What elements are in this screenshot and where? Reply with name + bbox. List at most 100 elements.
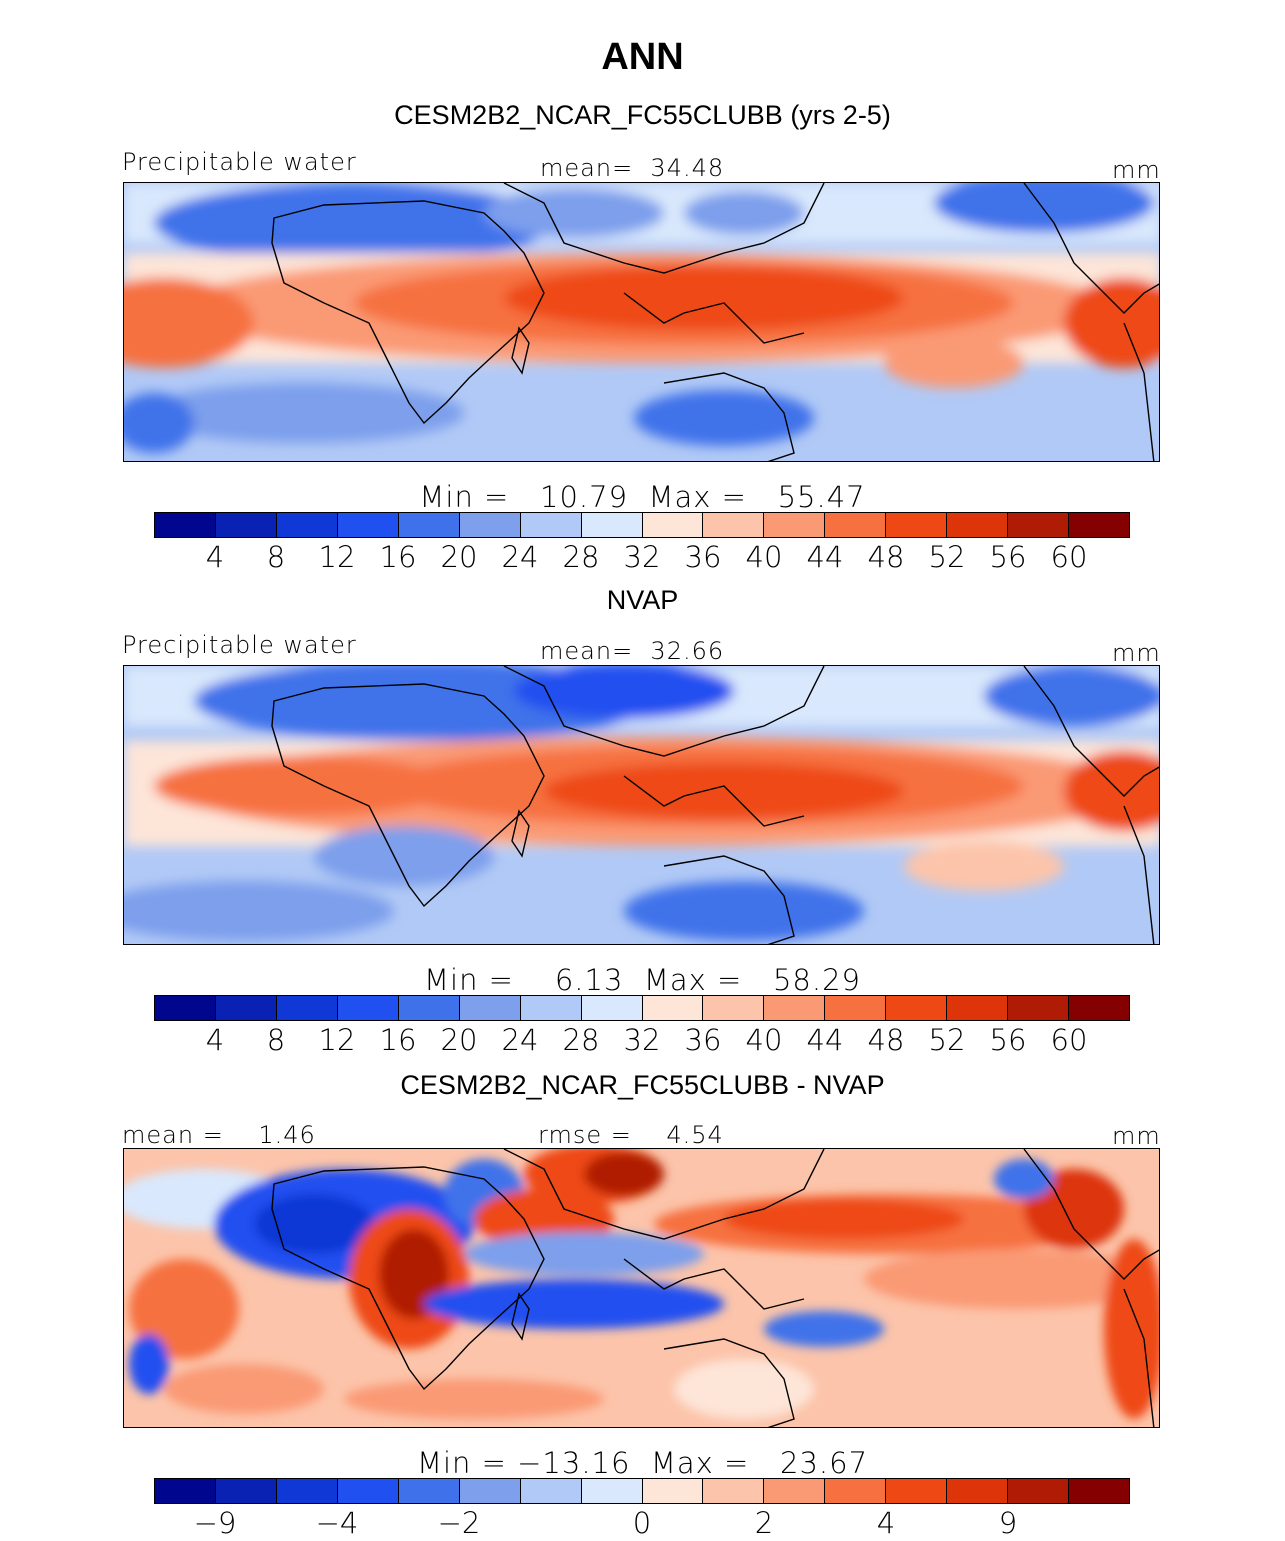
colorbar-cell bbox=[642, 996, 704, 1020]
colorbar-tick-label: 16 bbox=[379, 1023, 417, 1057]
colorbar-tick-label: 32 bbox=[623, 1023, 661, 1057]
colorbar-cell bbox=[825, 513, 887, 537]
colorbar-tick-label: 24 bbox=[501, 1023, 539, 1057]
colorbar-tick-label: 32 bbox=[623, 540, 661, 574]
colorbar-cell bbox=[703, 1479, 765, 1503]
colorbar-cell bbox=[703, 996, 765, 1020]
colorbar-cell bbox=[1008, 1479, 1070, 1503]
panel-2-colorbar bbox=[154, 995, 1130, 1021]
panel-1-colorbar-ticks: 4 8 12 16 20 24 28 32 36 40 44 48 52 56 … bbox=[154, 540, 1130, 574]
colorbar-tick-label: 52 bbox=[928, 540, 966, 574]
panel-1-min-max: Min = 10.79 Max = 55.47 bbox=[419, 480, 866, 514]
colorbar-tick-label: 56 bbox=[989, 540, 1027, 574]
colorbar-cell bbox=[398, 1479, 460, 1503]
colorbar-tick-label: 60 bbox=[1050, 540, 1088, 574]
colorbar-tick-label: 48 bbox=[867, 540, 905, 574]
panel-2-mean-label: mean= 32.66 bbox=[540, 637, 725, 665]
colorbar-cell bbox=[886, 513, 948, 537]
colorbar-cell bbox=[581, 996, 643, 1020]
panel-2-map bbox=[123, 665, 1160, 945]
colorbar-tick-label: 4 bbox=[205, 540, 225, 574]
colorbar-cell bbox=[886, 996, 948, 1020]
colorbar-tick-label: −4 bbox=[315, 1506, 359, 1540]
colorbar-cell bbox=[1069, 996, 1129, 1020]
colorbar-tick-label: 36 bbox=[684, 1023, 722, 1057]
colorbar-cell bbox=[398, 996, 460, 1020]
colorbar-tick-label: 56 bbox=[989, 1023, 1027, 1057]
colorbar-tick-label: 48 bbox=[867, 1023, 905, 1057]
colorbar-cell bbox=[947, 1479, 1009, 1503]
colorbar-cell bbox=[764, 1479, 826, 1503]
colorbar-cell bbox=[155, 513, 216, 537]
panel-3-min-max: Min = −13.16 Max = 23.67 bbox=[416, 1446, 869, 1480]
colorbar-tick-label: 12 bbox=[318, 1023, 356, 1057]
panel-2-min-max: Min = 6.13 Max = 58.29 bbox=[423, 963, 861, 997]
colorbar-cell bbox=[1069, 1479, 1129, 1503]
colorbar-cell bbox=[215, 996, 277, 1020]
colorbar-cell bbox=[886, 1479, 948, 1503]
colorbar-cell bbox=[947, 513, 1009, 537]
colorbar-tick-label: 0 bbox=[632, 1506, 652, 1540]
colorbar-tick-label: 44 bbox=[806, 1023, 844, 1057]
colorbar-cell bbox=[459, 1479, 521, 1503]
panel-3-colorbar bbox=[154, 1478, 1130, 1504]
colorbar-tick-label: 8 bbox=[266, 1023, 286, 1057]
colorbar-cell bbox=[337, 996, 399, 1020]
colorbar-cell bbox=[520, 1479, 582, 1503]
colorbar-cell bbox=[642, 1479, 704, 1503]
colorbar-cell bbox=[398, 513, 460, 537]
colorbar-cell bbox=[155, 1479, 216, 1503]
colorbar-cell bbox=[276, 513, 338, 537]
colorbar-tick-label: 4 bbox=[876, 1506, 896, 1540]
colorbar-tick-label: 28 bbox=[562, 1023, 600, 1057]
colorbar-tick-label: −2 bbox=[437, 1506, 481, 1540]
colorbar-cell bbox=[703, 513, 765, 537]
colorbar-tick-label: 8 bbox=[266, 540, 286, 574]
colorbar-cell bbox=[764, 996, 826, 1020]
colorbar-tick-label: 28 bbox=[562, 540, 600, 574]
colorbar-cell bbox=[215, 1479, 277, 1503]
colorbar-tick-label: 44 bbox=[806, 540, 844, 574]
panel-1-units-label: mm bbox=[1112, 156, 1161, 184]
colorbar-cell bbox=[520, 996, 582, 1020]
colorbar-cell bbox=[581, 1479, 643, 1503]
colorbar-tick-label: 60 bbox=[1050, 1023, 1088, 1057]
colorbar-cell bbox=[1008, 513, 1070, 537]
colorbar-cell bbox=[337, 1479, 399, 1503]
panel-3-units-label: mm bbox=[1112, 1122, 1161, 1150]
panel-3-map bbox=[123, 1148, 1160, 1428]
colorbar-tick-label: 20 bbox=[440, 1023, 478, 1057]
colorbar-cell bbox=[642, 513, 704, 537]
colorbar-cell bbox=[215, 513, 277, 537]
colorbar-tick-label: 36 bbox=[684, 540, 722, 574]
colorbar-cell bbox=[459, 513, 521, 537]
panel-1-title: CESM2B2_NCAR_FC55CLUBB (yrs 2-5) bbox=[394, 100, 891, 130]
colorbar-tick-label: 12 bbox=[318, 540, 356, 574]
colorbar-tick-label: 40 bbox=[745, 540, 783, 574]
panel-1-variable-label: Precipitable water bbox=[122, 148, 357, 176]
colorbar-tick-label: 9 bbox=[998, 1506, 1018, 1540]
colorbar-cell bbox=[581, 513, 643, 537]
panel-3-rmse-label: rmse = 4.54 bbox=[538, 1121, 724, 1149]
panel-2-variable-label: Precipitable water bbox=[122, 631, 357, 659]
panel-3-mean-label: mean = 1.46 bbox=[122, 1121, 316, 1149]
colorbar-tick-label: 40 bbox=[745, 1023, 783, 1057]
colorbar-tick-label: 24 bbox=[501, 540, 539, 574]
colorbar-cell bbox=[825, 1479, 887, 1503]
panel-1-mean-label: mean= 34.48 bbox=[540, 154, 725, 182]
colorbar-cell bbox=[764, 513, 826, 537]
panel-3-title: CESM2B2_NCAR_FC55CLUBB - NVAP bbox=[400, 1070, 885, 1100]
colorbar-tick-label: −9 bbox=[193, 1506, 237, 1540]
colorbar-tick-label: 4 bbox=[205, 1023, 225, 1057]
panel-1-map bbox=[123, 182, 1160, 462]
colorbar-cell bbox=[337, 513, 399, 537]
colorbar-cell bbox=[276, 1479, 338, 1503]
colorbar-tick-label: 52 bbox=[928, 1023, 966, 1057]
panel-2-colorbar-ticks: 4 8 12 16 20 24 28 32 36 40 44 48 52 56 … bbox=[154, 1023, 1130, 1057]
colorbar-cell bbox=[520, 513, 582, 537]
panel-3-colorbar-ticks: −9 −4 −2 0 2 4 9 bbox=[154, 1506, 1130, 1540]
colorbar-tick-label: 20 bbox=[440, 540, 478, 574]
colorbar-cell bbox=[459, 996, 521, 1020]
colorbar-cell bbox=[276, 996, 338, 1020]
colorbar-cell bbox=[1069, 513, 1129, 537]
